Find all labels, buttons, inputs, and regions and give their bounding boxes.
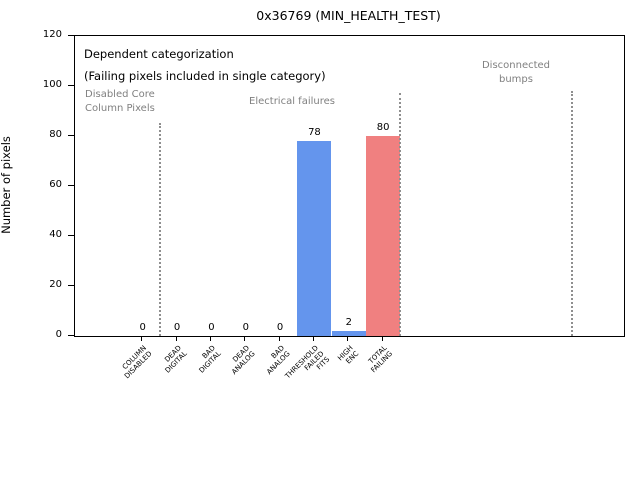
bar-value-label: 0 <box>173 322 181 333</box>
bar-value-label: 0 <box>242 322 249 333</box>
plot-area: Dependent categorization (Failing pixels… <box>74 35 625 337</box>
x-tick-mark <box>312 336 314 341</box>
bar-value-label: 0 <box>208 322 215 333</box>
x-tick-label: BAD DIGITAL <box>197 344 223 375</box>
x-tick-mark <box>209 336 211 341</box>
region-label-disconnected-bumps: Disconnected bumps <box>481 60 551 85</box>
x-tick-mark <box>141 336 143 341</box>
annotation-dependent-categorization: Dependent categorization <box>84 47 234 61</box>
y-tick-mark <box>68 234 74 236</box>
y-tick-label: 80 <box>49 128 62 140</box>
y-tick-mark <box>68 134 74 136</box>
chart-title: 0x36769 (MIN_HEALTH_TEST) <box>256 8 441 23</box>
y-tick-label: 20 <box>49 278 62 290</box>
x-tick-label: DEAD DIGITAL <box>162 344 189 375</box>
y-tick-mark <box>68 34 74 36</box>
y-tick-mark <box>68 184 74 186</box>
y-tick-mark <box>68 284 74 286</box>
y-tick-label: 100 <box>42 78 62 90</box>
y-tick-label: 40 <box>49 228 62 240</box>
category-separator-line <box>399 93 402 336</box>
bar-threshold-failed-fits <box>297 141 332 336</box>
category-separator-line <box>158 123 161 336</box>
y-tick-mark <box>68 84 74 86</box>
y-axis-label: Number of pixels <box>0 136 13 234</box>
y-tick-label: 120 <box>42 28 62 40</box>
x-tick-mark <box>347 336 349 341</box>
x-tick-label: THRESHOLD FAILED FITS <box>283 344 332 381</box>
annotation-failing-pixels-note: (Failing pixels included in single categ… <box>84 69 326 83</box>
x-tick-label: DEAD ANALOG <box>230 344 258 377</box>
x-tick-mark <box>175 336 177 341</box>
bar-value-label: 0 <box>139 322 146 333</box>
x-tick-mark <box>278 336 280 341</box>
bar-value-label: 0 <box>276 322 284 333</box>
bar-value-label: 78 <box>308 127 321 138</box>
x-tick-mark <box>381 336 383 341</box>
y-tick-mark <box>68 334 74 336</box>
x-tick-label: TOTAL FAILING <box>367 344 395 375</box>
x-tick-label: HIGH ENC <box>336 344 361 366</box>
x-tick-label: COLUMN DISABLED <box>121 344 155 381</box>
y-tick-label: 60 <box>49 178 62 190</box>
region-label-disabled-core-column-pixels: Disabled Core Column Pixels <box>85 89 155 114</box>
bar-value-label: 2 <box>345 317 352 328</box>
x-tick-mark <box>244 336 246 341</box>
bar-value-label: 80 <box>376 122 390 133</box>
y-tick-label: 0 <box>55 328 62 340</box>
region-label-electrical-failures: Electrical failures <box>249 96 335 107</box>
bar-total-failing <box>366 136 401 336</box>
bar-high-enc <box>331 331 366 336</box>
category-separator-line <box>571 91 574 336</box>
